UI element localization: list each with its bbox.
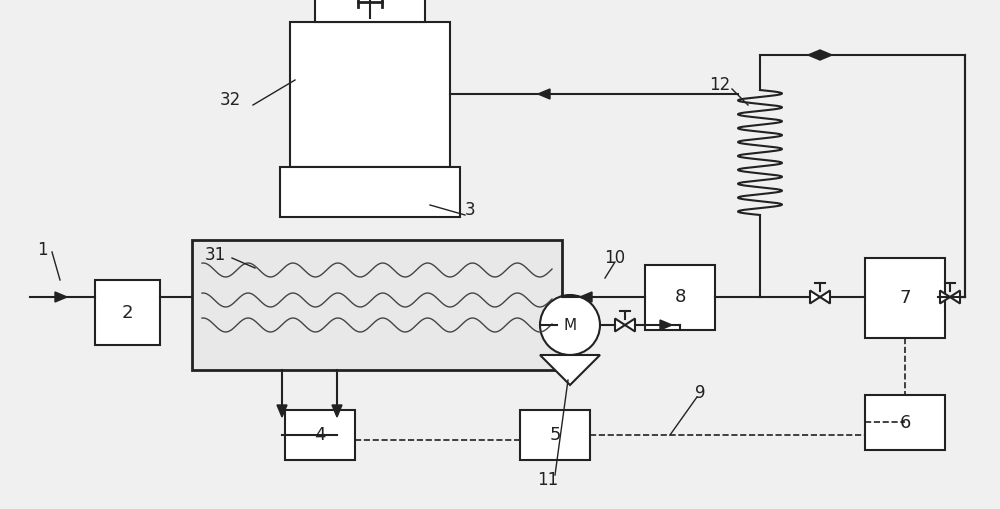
Text: M: M [563, 318, 577, 332]
Text: 2: 2 [122, 303, 133, 322]
Text: 4: 4 [314, 426, 326, 444]
Text: 8: 8 [674, 289, 686, 306]
Bar [280, 167, 460, 217]
Text: 6: 6 [899, 413, 911, 432]
Bar [192, 240, 562, 370]
Bar [285, 410, 355, 460]
Polygon shape [820, 50, 832, 60]
Polygon shape [615, 319, 635, 331]
Polygon shape [580, 292, 592, 302]
Text: 1: 1 [37, 241, 47, 259]
Bar [645, 265, 715, 330]
Bar [290, 22, 450, 167]
Polygon shape [55, 292, 67, 302]
Text: 31: 31 [204, 246, 226, 264]
Bar [315, 0, 425, 22]
Polygon shape [538, 89, 550, 99]
Polygon shape [940, 291, 960, 303]
Polygon shape [332, 405, 342, 417]
Bar [520, 410, 590, 460]
Text: 9: 9 [695, 384, 705, 402]
Text: 5: 5 [549, 426, 561, 444]
Circle shape [540, 295, 600, 355]
Text: 3: 3 [465, 201, 475, 219]
Text: 10: 10 [604, 249, 626, 267]
Bar [95, 280, 160, 345]
Text: 12: 12 [709, 76, 731, 94]
Polygon shape [277, 405, 287, 417]
Polygon shape [540, 355, 600, 385]
Polygon shape [660, 320, 672, 330]
Bar [865, 258, 945, 338]
Text: 11: 11 [537, 471, 559, 489]
Polygon shape [808, 50, 820, 60]
Polygon shape [810, 291, 830, 303]
Text: 7: 7 [899, 289, 911, 307]
Text: 32: 32 [219, 91, 241, 109]
Bar [865, 395, 945, 450]
